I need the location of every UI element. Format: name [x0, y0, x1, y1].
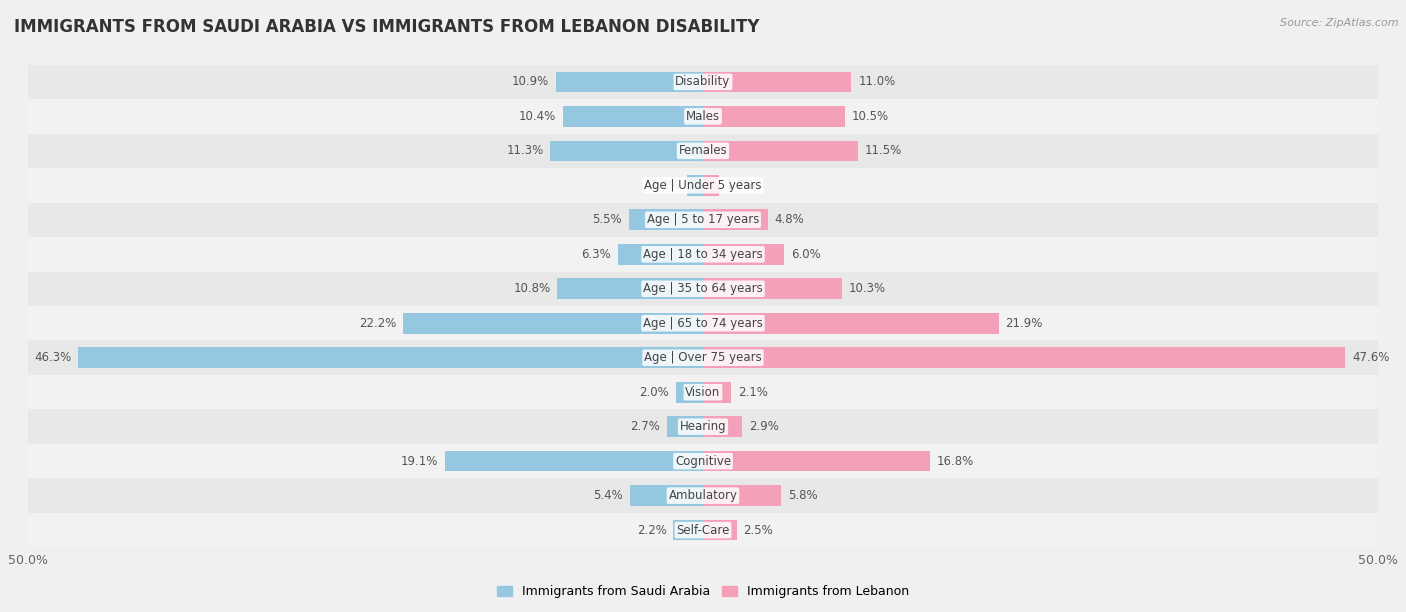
Text: Ambulatory: Ambulatory — [668, 489, 738, 502]
Text: 46.3%: 46.3% — [34, 351, 72, 364]
Text: 22.2%: 22.2% — [359, 317, 396, 330]
Bar — [28, 65, 1378, 99]
Text: 2.2%: 2.2% — [637, 524, 666, 537]
Text: 6.3%: 6.3% — [582, 248, 612, 261]
Text: 2.1%: 2.1% — [738, 386, 768, 398]
Bar — [28, 272, 1378, 306]
Text: 1.2%: 1.2% — [650, 179, 681, 192]
Text: IMMIGRANTS FROM SAUDI ARABIA VS IMMIGRANTS FROM LEBANON DISABILITY: IMMIGRANTS FROM SAUDI ARABIA VS IMMIGRAN… — [14, 18, 759, 36]
Bar — [446, 451, 703, 471]
Text: 47.6%: 47.6% — [1353, 351, 1389, 364]
Text: 21.9%: 21.9% — [1005, 317, 1043, 330]
Bar — [28, 479, 1378, 513]
Text: Females: Females — [679, 144, 727, 157]
Bar — [703, 451, 929, 471]
Bar — [630, 485, 703, 506]
Bar — [666, 416, 703, 437]
Text: 10.9%: 10.9% — [512, 75, 550, 88]
Bar — [555, 72, 703, 92]
Text: Age | 35 to 64 years: Age | 35 to 64 years — [643, 282, 763, 295]
Text: 5.4%: 5.4% — [593, 489, 623, 502]
Text: Self-Care: Self-Care — [676, 524, 730, 537]
Text: Cognitive: Cognitive — [675, 455, 731, 468]
Bar — [703, 520, 737, 540]
Text: 2.9%: 2.9% — [749, 420, 779, 433]
Bar — [404, 313, 703, 334]
Text: 11.0%: 11.0% — [858, 75, 896, 88]
Text: 5.5%: 5.5% — [592, 214, 621, 226]
Bar — [551, 141, 703, 161]
Bar — [676, 382, 703, 403]
Bar — [628, 209, 703, 230]
Text: Age | Over 75 years: Age | Over 75 years — [644, 351, 762, 364]
Bar — [28, 168, 1378, 203]
Text: 2.7%: 2.7% — [630, 420, 659, 433]
Text: 10.5%: 10.5% — [852, 110, 889, 123]
Bar — [703, 348, 1346, 368]
Text: 2.5%: 2.5% — [744, 524, 773, 537]
Text: Hearing: Hearing — [679, 420, 727, 433]
Bar — [28, 237, 1378, 272]
Text: Disability: Disability — [675, 75, 731, 88]
Text: 4.8%: 4.8% — [775, 214, 804, 226]
Text: Males: Males — [686, 110, 720, 123]
Text: 16.8%: 16.8% — [936, 455, 974, 468]
Bar — [28, 203, 1378, 237]
Text: 10.3%: 10.3% — [849, 282, 886, 295]
Bar — [28, 133, 1378, 168]
Bar — [703, 175, 720, 196]
Text: Age | 5 to 17 years: Age | 5 to 17 years — [647, 214, 759, 226]
Bar — [619, 244, 703, 264]
Text: 10.8%: 10.8% — [513, 282, 551, 295]
Bar — [562, 106, 703, 127]
Bar — [703, 72, 852, 92]
Text: Age | 18 to 34 years: Age | 18 to 34 years — [643, 248, 763, 261]
Text: Age | Under 5 years: Age | Under 5 years — [644, 179, 762, 192]
Text: 11.3%: 11.3% — [506, 144, 544, 157]
Text: 19.1%: 19.1% — [401, 455, 439, 468]
Text: 6.0%: 6.0% — [790, 248, 821, 261]
Bar — [557, 278, 703, 299]
Bar — [703, 141, 858, 161]
Bar — [686, 175, 703, 196]
Bar — [28, 513, 1378, 547]
Bar — [79, 348, 703, 368]
Bar — [28, 306, 1378, 340]
Bar — [703, 209, 768, 230]
Legend: Immigrants from Saudi Arabia, Immigrants from Lebanon: Immigrants from Saudi Arabia, Immigrants… — [492, 580, 914, 603]
Bar — [28, 375, 1378, 409]
Bar — [703, 382, 731, 403]
Text: Age | 65 to 74 years: Age | 65 to 74 years — [643, 317, 763, 330]
Bar — [703, 244, 785, 264]
Text: 11.5%: 11.5% — [865, 144, 903, 157]
Text: 5.8%: 5.8% — [787, 489, 818, 502]
Text: 10.4%: 10.4% — [519, 110, 555, 123]
Text: 1.2%: 1.2% — [725, 179, 756, 192]
Bar — [673, 520, 703, 540]
Bar — [28, 340, 1378, 375]
Text: Vision: Vision — [685, 386, 721, 398]
Bar — [703, 485, 782, 506]
Bar — [703, 106, 845, 127]
Bar — [703, 313, 998, 334]
Bar — [28, 444, 1378, 479]
Bar — [28, 99, 1378, 133]
Bar — [28, 409, 1378, 444]
Bar — [703, 278, 842, 299]
Bar — [703, 416, 742, 437]
Text: 2.0%: 2.0% — [640, 386, 669, 398]
Text: Source: ZipAtlas.com: Source: ZipAtlas.com — [1281, 18, 1399, 28]
